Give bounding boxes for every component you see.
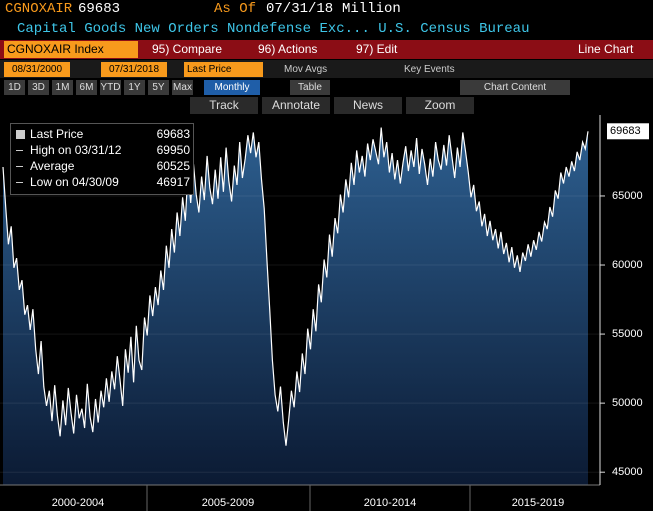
x-axis-band [0, 485, 653, 511]
unit: Million [342, 1, 401, 17]
price-line [2, 127, 589, 446]
ticker: CGNOXAIR [5, 1, 73, 17]
range-button[interactable]: 1Y [124, 80, 145, 95]
last-price-box [607, 123, 649, 140]
as-of-date: 07/31/18 [266, 1, 334, 17]
y-tick-label: 65000 [612, 190, 643, 202]
menu-edit[interactable]: 97) Edit [356, 42, 398, 56]
description: Capital Goods New Orders Nondefense Exc.… [17, 21, 530, 37]
table-button[interactable]: Table [290, 80, 330, 95]
period-select[interactable]: Monthly [204, 80, 260, 95]
y-tick-label: 45000 [612, 466, 643, 478]
legend-value: 46917 [156, 175, 190, 189]
y-tick-label: 55000 [612, 328, 643, 340]
tool-button[interactable]: Track [190, 97, 258, 114]
period-label: 2000-2004 [52, 497, 105, 509]
period-label: 2010-2014 [364, 497, 417, 509]
legend-value: 60525 [156, 159, 190, 173]
legend-label: Last Price [30, 127, 84, 141]
last-price-label: 69683 [610, 125, 641, 137]
legend [10, 123, 194, 195]
range-button[interactable]: YTD [100, 80, 121, 95]
range-button[interactable]: 1M [52, 80, 73, 95]
range-button[interactable]: 6M [76, 80, 97, 95]
range-button[interactable]: Max [172, 80, 193, 95]
area-fill [3, 127, 588, 485]
start-date[interactable]: 08/31/2000 [4, 62, 70, 77]
chart-type[interactable]: Line Chart [578, 42, 634, 56]
legend-icon [16, 130, 25, 139]
menu-actions[interactable]: 96) Actions [258, 42, 318, 56]
security-field[interactable]: CGNOXAIR Index [4, 41, 138, 58]
legend-label: High on 03/31/12 [30, 143, 122, 157]
legend-icon [16, 150, 23, 151]
y-tick-label: 50000 [612, 397, 643, 409]
key-events[interactable]: Key Events [404, 64, 455, 75]
legend-label: Low on 04/30/09 [30, 175, 119, 189]
end-date[interactable]: 07/31/2018 [101, 62, 167, 77]
mov-avgs[interactable]: Mov Avgs [284, 64, 328, 75]
legend-icon [16, 166, 23, 167]
period-label: 2005-2009 [202, 497, 255, 509]
field-select[interactable]: Last Price [184, 62, 263, 77]
tool-button[interactable]: Zoom [406, 97, 474, 114]
legend-icon [16, 182, 23, 183]
range-button[interactable]: 1D [4, 80, 25, 95]
range-button[interactable]: 3D [28, 80, 49, 95]
legend-value: 69683 [156, 127, 190, 141]
menu-compare[interactable]: 95) Compare [152, 42, 223, 56]
y-tick-label: 60000 [612, 259, 643, 271]
legend-value: 69950 [156, 143, 190, 157]
legend-label: Average [30, 159, 75, 173]
header-value: 69683 [78, 1, 121, 17]
period-label: 2015-2019 [512, 497, 565, 509]
range-button[interactable]: 5Y [148, 80, 169, 95]
as-of-label: As Of [214, 1, 257, 17]
tool-button[interactable]: News [334, 97, 402, 114]
menu-bar [0, 40, 653, 59]
tool-button[interactable]: Annotate [262, 97, 330, 114]
chart-content[interactable]: Chart Content [460, 80, 570, 95]
